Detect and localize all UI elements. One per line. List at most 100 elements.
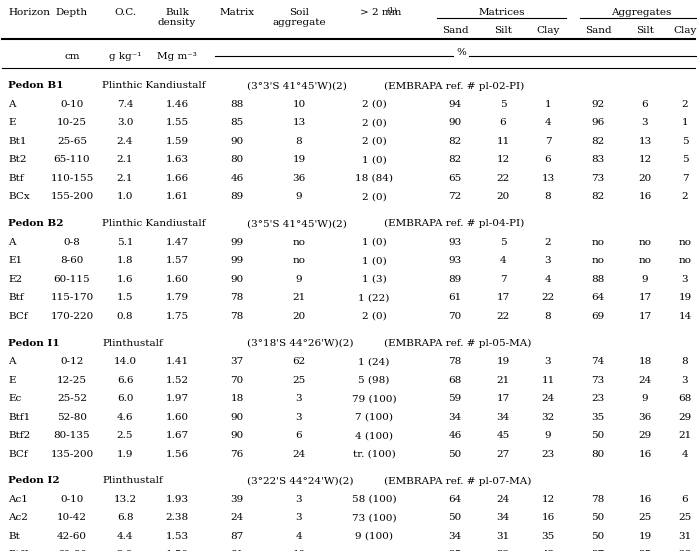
Text: 0.8: 0.8 bbox=[117, 312, 133, 321]
Text: 34: 34 bbox=[496, 413, 510, 422]
Text: 25: 25 bbox=[678, 514, 691, 522]
Text: no: no bbox=[638, 238, 652, 247]
Text: Btf2: Btf2 bbox=[8, 431, 30, 440]
Text: 1.66: 1.66 bbox=[165, 174, 189, 183]
Text: 74: 74 bbox=[591, 357, 604, 366]
Text: 2: 2 bbox=[544, 238, 551, 247]
Text: %: % bbox=[456, 48, 466, 57]
Text: Btf1: Btf1 bbox=[8, 413, 30, 422]
Text: Ac2: Ac2 bbox=[8, 514, 28, 522]
Text: 23: 23 bbox=[542, 450, 555, 458]
Text: 76: 76 bbox=[231, 450, 244, 458]
Text: 82: 82 bbox=[591, 137, 604, 146]
Text: 2 (0): 2 (0) bbox=[362, 118, 386, 127]
Text: no: no bbox=[293, 238, 305, 247]
Text: no: no bbox=[293, 256, 305, 265]
Text: 21: 21 bbox=[496, 376, 510, 385]
Text: no: no bbox=[592, 256, 604, 265]
Text: Bulk: Bulk bbox=[165, 8, 189, 17]
Text: 8-60: 8-60 bbox=[61, 256, 84, 265]
Text: 36: 36 bbox=[292, 174, 305, 183]
Text: 1.5: 1.5 bbox=[117, 293, 133, 302]
Text: 93: 93 bbox=[448, 238, 461, 247]
Text: 12: 12 bbox=[542, 495, 555, 504]
Text: 155-200: 155-200 bbox=[50, 192, 93, 202]
Text: 70: 70 bbox=[448, 312, 461, 321]
Text: 4.4: 4.4 bbox=[117, 532, 133, 541]
Text: 1.60: 1.60 bbox=[165, 413, 189, 422]
Text: 1 (0): 1 (0) bbox=[362, 155, 386, 164]
Text: 25: 25 bbox=[638, 514, 652, 522]
Text: (1): (1) bbox=[386, 7, 397, 15]
Text: A: A bbox=[8, 100, 15, 109]
Text: 115-170: 115-170 bbox=[50, 293, 93, 302]
Text: 13: 13 bbox=[542, 174, 555, 183]
Text: (EMBRAPA ref. # pl-04-PI): (EMBRAPA ref. # pl-04-PI) bbox=[384, 219, 524, 229]
Text: 89: 89 bbox=[448, 275, 461, 284]
Text: 80: 80 bbox=[591, 450, 604, 458]
Text: 90: 90 bbox=[231, 431, 244, 440]
Text: 3: 3 bbox=[296, 495, 302, 504]
Text: 64: 64 bbox=[448, 495, 461, 504]
Text: 90: 90 bbox=[231, 275, 244, 284]
Text: 90: 90 bbox=[231, 137, 244, 146]
Text: O.C.: O.C. bbox=[114, 8, 136, 17]
Text: 2.1: 2.1 bbox=[117, 155, 133, 164]
Text: 6: 6 bbox=[500, 118, 506, 127]
Text: 2 (0): 2 (0) bbox=[362, 192, 386, 202]
Text: 2.1: 2.1 bbox=[117, 174, 133, 183]
Text: Plinthustalf: Plinthustalf bbox=[102, 339, 163, 348]
Text: 19: 19 bbox=[638, 532, 652, 541]
Text: 25: 25 bbox=[448, 550, 461, 551]
Text: 13.2: 13.2 bbox=[114, 495, 137, 504]
Text: 6.6: 6.6 bbox=[117, 376, 133, 385]
Text: 20: 20 bbox=[292, 312, 305, 321]
Text: 80-135: 80-135 bbox=[54, 431, 91, 440]
Text: 37: 37 bbox=[591, 550, 604, 551]
Text: 99: 99 bbox=[231, 256, 244, 265]
Text: 80: 80 bbox=[231, 155, 244, 164]
Text: 73 (100): 73 (100) bbox=[352, 514, 397, 522]
Text: Soil: Soil bbox=[289, 8, 309, 17]
Text: 8: 8 bbox=[544, 312, 551, 321]
Text: 73: 73 bbox=[591, 376, 604, 385]
Text: 92: 92 bbox=[591, 100, 604, 109]
Text: 17: 17 bbox=[638, 312, 652, 321]
Text: E: E bbox=[8, 118, 15, 127]
Text: 90: 90 bbox=[448, 118, 461, 127]
Text: 50: 50 bbox=[591, 514, 604, 522]
Text: 1.93: 1.93 bbox=[165, 495, 189, 504]
Text: Bt1: Bt1 bbox=[8, 137, 26, 146]
Text: 1.50: 1.50 bbox=[165, 550, 189, 551]
Text: 68: 68 bbox=[448, 376, 461, 385]
Text: 12-25: 12-25 bbox=[57, 376, 87, 385]
Text: Pedon B2: Pedon B2 bbox=[8, 219, 63, 228]
Text: 10-25: 10-25 bbox=[57, 118, 87, 127]
Text: 2.38: 2.38 bbox=[165, 514, 189, 522]
Text: 8: 8 bbox=[296, 137, 302, 146]
Text: (EMBRAPA ref. # pl-02-PI): (EMBRAPA ref. # pl-02-PI) bbox=[384, 82, 524, 90]
Text: 52-80: 52-80 bbox=[57, 413, 87, 422]
Text: 68: 68 bbox=[678, 394, 691, 403]
Text: 6: 6 bbox=[296, 431, 302, 440]
Text: 4.6: 4.6 bbox=[117, 413, 133, 422]
Text: 1.52: 1.52 bbox=[165, 376, 189, 385]
Text: 23: 23 bbox=[591, 394, 604, 403]
Text: 70: 70 bbox=[231, 376, 244, 385]
Text: Sand: Sand bbox=[585, 25, 611, 35]
Text: 16: 16 bbox=[638, 450, 652, 458]
Text: tr. (100): tr. (100) bbox=[353, 450, 395, 458]
Text: Sand: Sand bbox=[442, 25, 468, 35]
Text: 29: 29 bbox=[678, 413, 691, 422]
Text: 88: 88 bbox=[591, 275, 604, 284]
Text: 64: 64 bbox=[591, 293, 604, 302]
Text: 4: 4 bbox=[544, 275, 551, 284]
Text: 61: 61 bbox=[448, 293, 461, 302]
Text: 78: 78 bbox=[231, 312, 244, 321]
Text: 7: 7 bbox=[682, 174, 689, 183]
Text: Clay: Clay bbox=[536, 25, 560, 35]
Text: 5.1: 5.1 bbox=[117, 238, 133, 247]
Text: 9: 9 bbox=[642, 394, 648, 403]
Text: 46: 46 bbox=[231, 174, 244, 183]
Text: 59: 59 bbox=[448, 394, 461, 403]
